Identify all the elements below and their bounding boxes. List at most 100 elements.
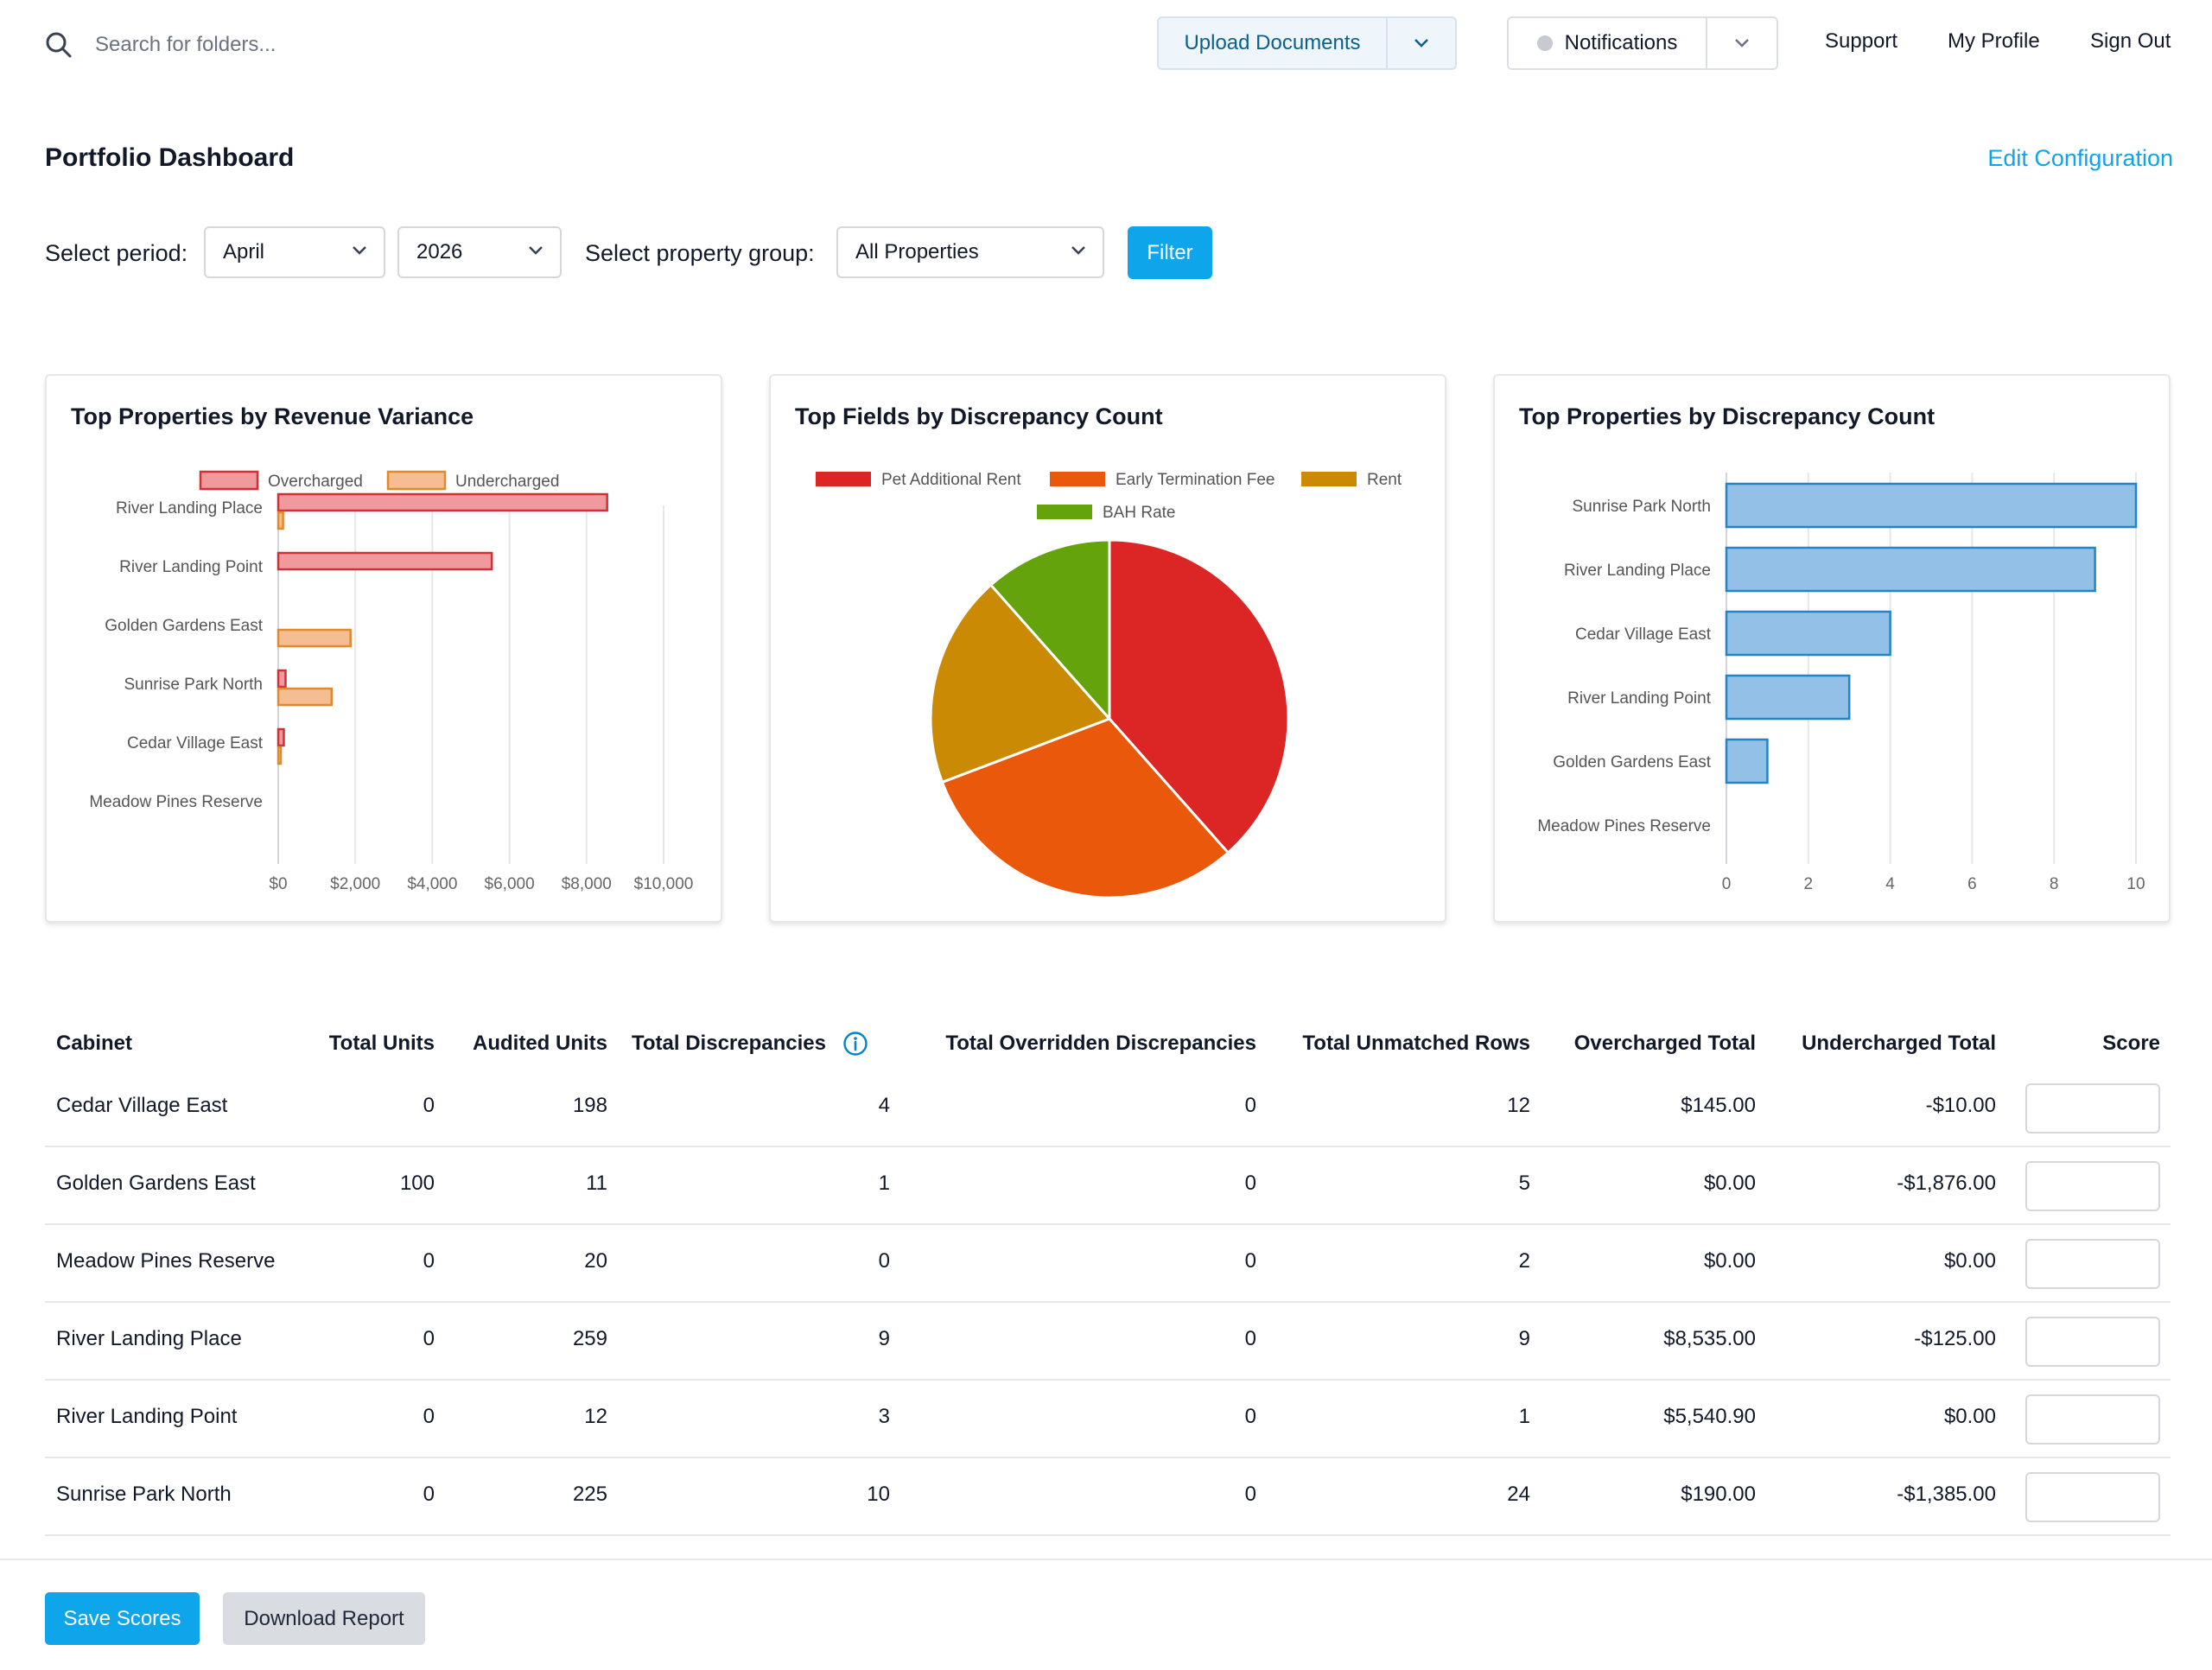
notifications-label: Notifications	[1564, 31, 1678, 54]
y-tick-label: River Landing Point	[1567, 689, 1712, 708]
table-cell: $0.00	[1943, 1405, 1996, 1428]
revenue-variance-card: Top Properties by Revenue Variance $0 $2,…	[45, 374, 722, 923]
header-overcharged-total: Overcharged Total	[1573, 1032, 1756, 1055]
property-discrepancy-card: Top Properties by Discrepancy Count 0 2 4 6…	[1493, 374, 2171, 923]
field-discrepancy-card: Top Fields by Discrepancy Count Pet Addi…	[769, 374, 1446, 923]
x-tick-label: 8	[2050, 875, 2059, 893]
search-icon	[46, 32, 72, 58]
chevron-down-icon	[1071, 246, 1085, 255]
overcharged-bar	[276, 669, 287, 689]
x-tick-label: 6	[1967, 875, 1977, 893]
chevron-down-icon	[1735, 39, 1749, 48]
table-cell: $145.00	[1681, 1094, 1756, 1117]
table-cell: 0	[1244, 1405, 1256, 1428]
x-tick-label: $10,000	[634, 875, 694, 893]
search-input[interactable]	[93, 24, 581, 66]
discrepancy-bar	[1725, 546, 2096, 593]
table-cell: 20	[584, 1249, 607, 1273]
table-cell: -$1,876.00	[1897, 1172, 1996, 1195]
table-cell: 0	[1244, 1094, 1256, 1117]
table-row: Sunrise Park North 0 225 10 0 24 $190.00 -$1,38…	[45, 1457, 2171, 1536]
table-cell: Cedar Village East	[56, 1094, 228, 1117]
year-select-value: 2026	[416, 240, 463, 264]
header-total-units: Total Units	[328, 1032, 435, 1055]
score-input[interactable]	[2025, 1083, 2160, 1133]
legend-swatch	[199, 470, 259, 491]
score-input[interactable]	[2025, 1394, 2160, 1445]
table-row: River Landing Place 0 259 9 0 9 $8,535.00 -$125…	[45, 1301, 2171, 1381]
table-cell: 12	[1507, 1094, 1530, 1117]
overcharged-bar	[276, 492, 608, 512]
y-tick-label: Meadow Pines Reserve	[1537, 817, 1711, 835]
legend-label: Early Termination Fee	[1116, 471, 1274, 489]
score-input[interactable]	[2025, 1239, 2160, 1289]
table-cell: 225	[572, 1483, 607, 1506]
legend-swatch	[386, 470, 447, 491]
property-discrepancy-chart: 0 2 4 6 8 10 Sunrise Park North River Landing P…	[1537, 473, 2145, 893]
property-discrepancy-title: Top Properties by Discrepancy Count	[1519, 403, 1936, 429]
legend-label: Undercharged	[455, 473, 559, 491]
table-cell: 0	[423, 1327, 435, 1350]
x-tick-label: $8,000	[562, 875, 612, 893]
my-profile-link[interactable]: My Profile	[1948, 29, 2040, 53]
upload-documents-button[interactable]: Upload Documents	[1159, 18, 1388, 68]
select-period-label: Select period:	[45, 240, 188, 266]
overcharged-bar	[276, 551, 493, 571]
score-input[interactable]	[2025, 1161, 2160, 1211]
y-tick-label: River Landing Place	[116, 499, 263, 518]
header-audited-units: Audited Units	[473, 1032, 607, 1055]
discrepancy-bar	[1725, 610, 1891, 657]
table-cell: 0	[1244, 1327, 1256, 1350]
upload-dropdown-toggle[interactable]	[1388, 18, 1455, 68]
y-tick-label: Sunrise Park North	[124, 676, 263, 694]
month-select[interactable]: April	[204, 226, 385, 278]
sign-out-link[interactable]: Sign Out	[2090, 29, 2171, 53]
info-icon[interactable]	[842, 1031, 868, 1057]
legend-label: Overcharged	[268, 473, 363, 491]
x-tick-label: 4	[1885, 875, 1895, 893]
table-cell: 4	[878, 1094, 890, 1117]
overcharged-bar	[276, 727, 285, 747]
table-cell: $0.00	[1943, 1249, 1996, 1273]
y-tick-label: Cedar Village East	[1575, 625, 1712, 644]
table-cell: River Landing Place	[56, 1327, 242, 1350]
legend-swatch	[1301, 472, 1357, 486]
chevron-down-icon	[1414, 39, 1428, 48]
table-cell: 11	[586, 1172, 607, 1195]
notifications-split-button: Notifications	[1507, 16, 1778, 70]
undercharged-bar	[276, 628, 352, 648]
score-input[interactable]	[2025, 1472, 2160, 1522]
table-cell: Meadow Pines Reserve	[56, 1249, 276, 1273]
save-scores-button[interactable]: Save Scores	[45, 1592, 200, 1645]
notifications-button[interactable]: Notifications	[1509, 18, 1707, 68]
month-select-value: April	[223, 240, 265, 264]
table-cell: 0	[423, 1094, 435, 1117]
table-cell: 5	[1518, 1172, 1530, 1195]
table-row: River Landing Point 0 12 3 0 1 $5,540.90 $0.00	[45, 1379, 2171, 1458]
property-group-select[interactable]: All Properties	[836, 226, 1104, 278]
download-report-button[interactable]: Download Report	[223, 1592, 425, 1645]
edit-configuration-link[interactable]: Edit Configuration	[1987, 145, 2173, 171]
table-cell: $8,535.00	[1663, 1327, 1756, 1350]
table-cell: 100	[399, 1172, 435, 1195]
table-cell: 3	[878, 1405, 890, 1428]
table-row: Cedar Village East 0 198 4 0 12 $145.00 -$10.00	[45, 1068, 2171, 1147]
support-link[interactable]: Support	[1825, 29, 1898, 53]
table-cell: 0	[423, 1405, 435, 1428]
select-property-group-label: Select property group:	[585, 240, 815, 266]
revenue-variance-title: Top Properties by Revenue Variance	[71, 403, 474, 429]
header-total-overridden-discrepancies: Total Overridden Discrepancies	[945, 1032, 1256, 1055]
table-cell: 0	[1244, 1483, 1256, 1506]
table-cell: 0	[423, 1483, 435, 1506]
table-cell: 198	[572, 1094, 607, 1117]
table-cell: 0	[878, 1249, 890, 1273]
score-input[interactable]	[2025, 1317, 2160, 1367]
year-select[interactable]: 2026	[397, 226, 562, 278]
y-tick-label: Cedar Village East	[127, 734, 264, 752]
notifications-dropdown-toggle[interactable]	[1707, 18, 1777, 68]
filter-button[interactable]: Filter	[1128, 226, 1212, 279]
revenue-variance-chart: $0 $2,000 $4,000 $6,000 $8,000 $10,000 Overcha…	[89, 470, 694, 893]
table-cell: $0.00	[1703, 1172, 1756, 1195]
legend-label: Pet Additional Rent	[881, 471, 1021, 489]
table-cell: 1	[878, 1172, 890, 1195]
